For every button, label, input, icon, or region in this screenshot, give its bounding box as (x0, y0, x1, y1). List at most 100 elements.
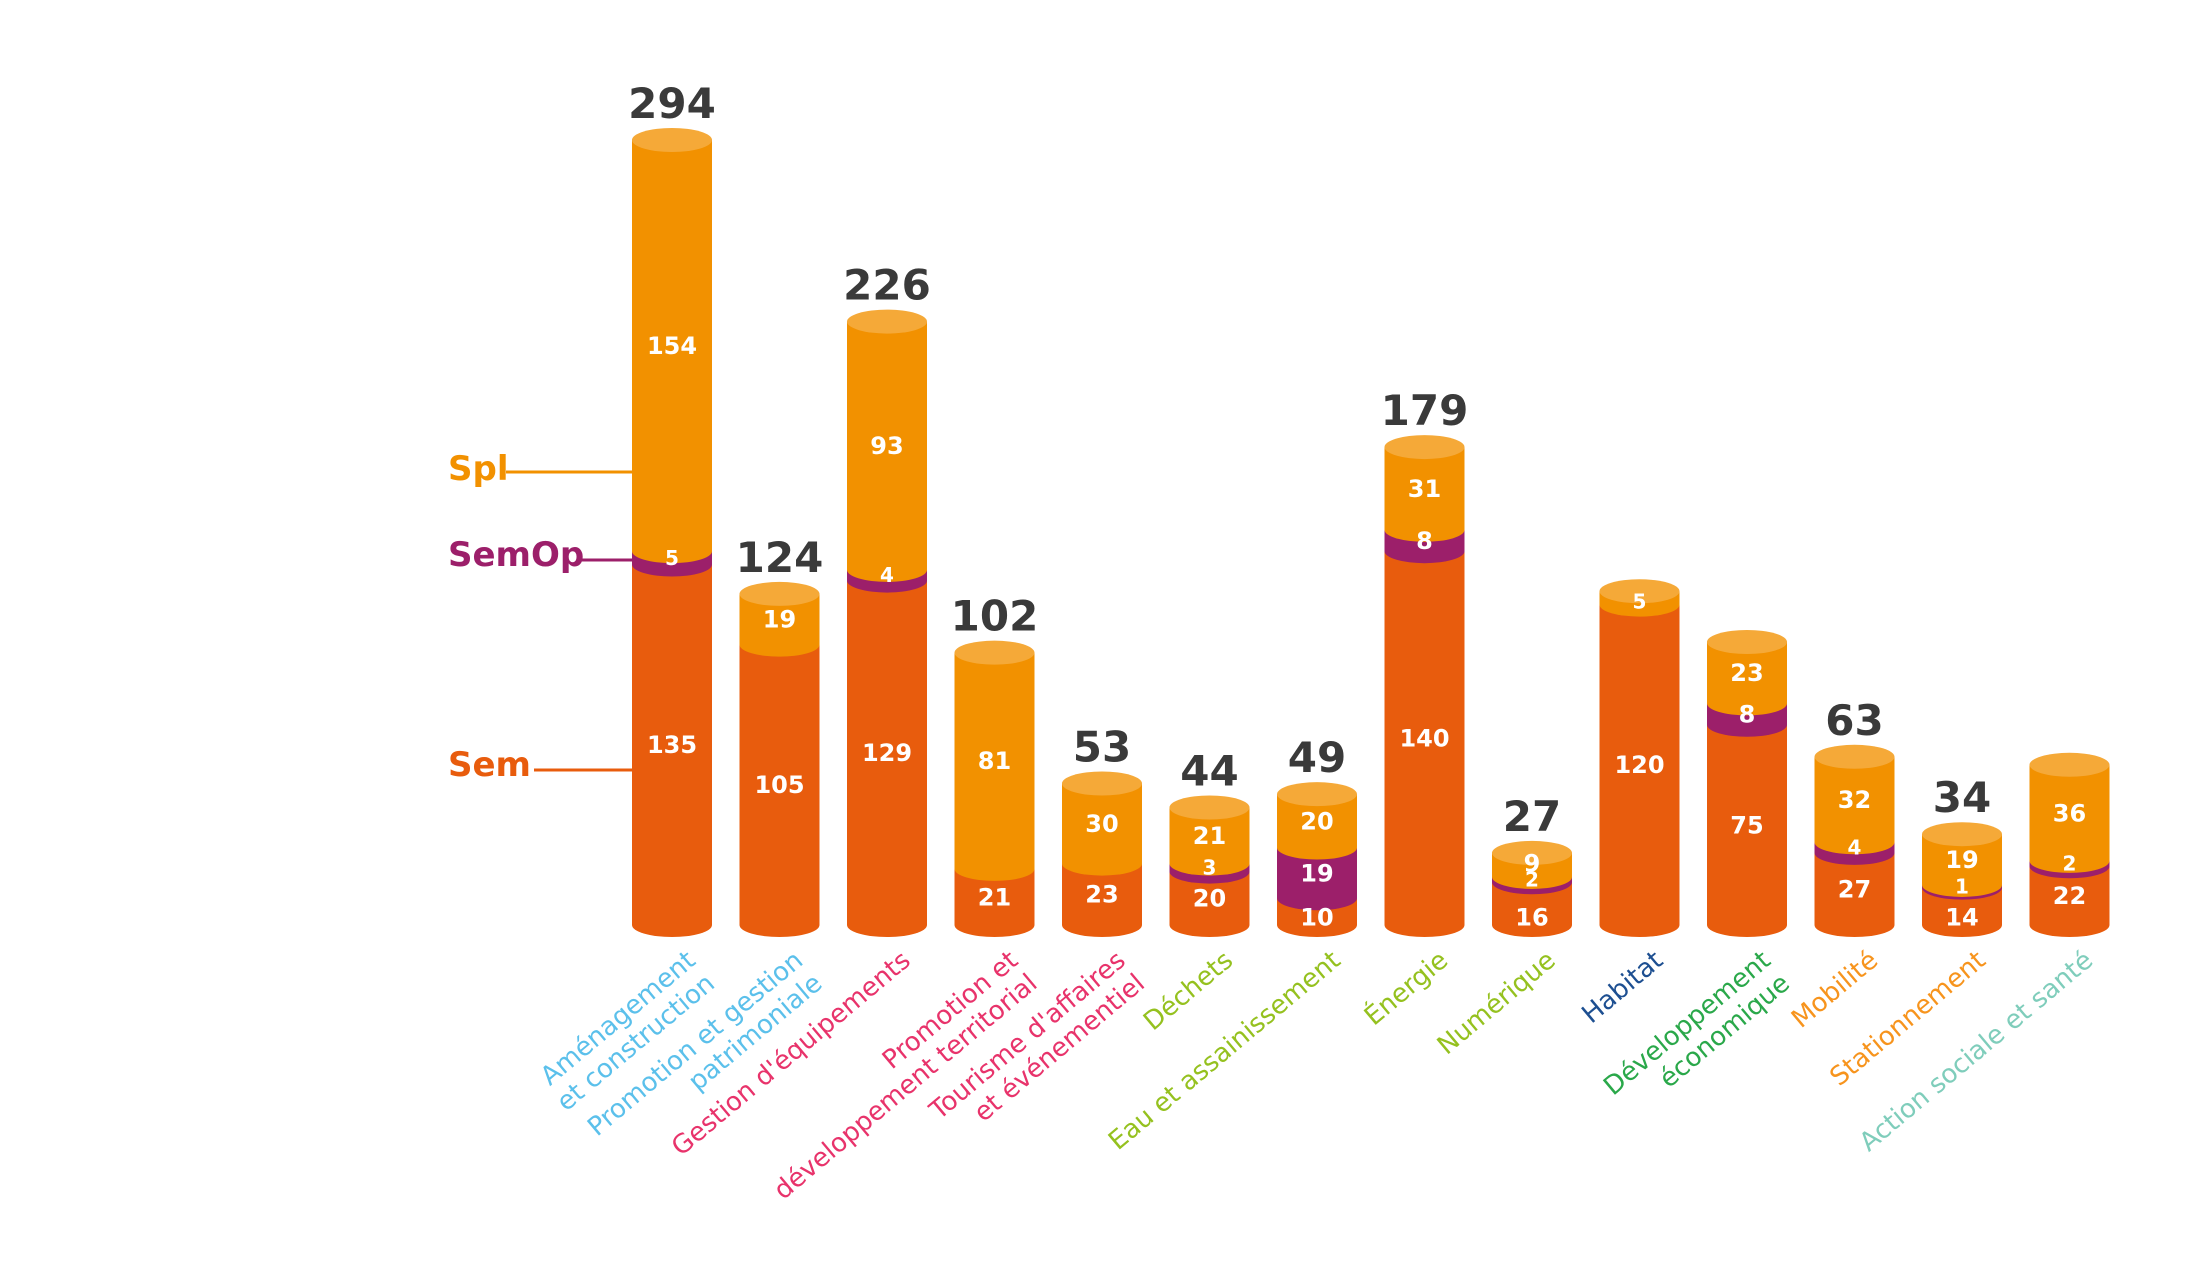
bar-segment-spl (954, 652, 1035, 881)
segment-value-label: 20 (1300, 807, 1333, 835)
bar-cap (1384, 435, 1465, 460)
bar-segment-sem (954, 868, 1035, 937)
bar-segment-sem (632, 564, 712, 937)
total-label: 49 (1288, 733, 1346, 782)
bar-cap (954, 640, 1035, 665)
category-label: Habitat (1577, 945, 1669, 1029)
segment-value-label: 23 (1730, 659, 1763, 687)
bar-segment-spl (1707, 641, 1787, 716)
category-label: Mobilité (1786, 945, 1884, 1034)
bar-segment-sem (847, 580, 927, 937)
total-label: 294 (628, 79, 716, 128)
segment-value-label: 21 (978, 883, 1011, 911)
segment-value-label: 14 (1945, 903, 1978, 931)
segment-value-label: 31 (1408, 475, 1441, 503)
bar-cap (847, 309, 927, 334)
bar-segment-spl (1169, 807, 1250, 876)
segment-value-label: 19 (1300, 859, 1333, 887)
segment-value-label: 2 (2063, 852, 2077, 876)
segment-value-label: 21 (1193, 822, 1226, 850)
segment-value-label: 140 (1399, 725, 1449, 753)
bar-cap (2029, 752, 2110, 777)
bar-cap (1492, 840, 1572, 865)
bar-cap (1599, 579, 1680, 604)
bar-cap (1922, 822, 2002, 847)
bar-segment-spl (1277, 794, 1357, 860)
segment-value-label: 120 (1614, 751, 1664, 779)
legend-label: Spl (448, 449, 508, 489)
segment-value-label: 19 (763, 606, 796, 634)
bar-segment-spl (739, 593, 820, 657)
bar-segment-spl (1384, 447, 1465, 542)
bar-segment-spl (1062, 783, 1142, 876)
segment-value-label: 1 (1955, 874, 1969, 898)
segment-value-label: 27 (1838, 875, 1871, 903)
bar-cap (1277, 782, 1357, 807)
bar-segment-sem (1384, 551, 1465, 937)
segment-value-label: 20 (1193, 885, 1226, 913)
bar-segment-sem (1062, 863, 1142, 937)
total-label: 27 (1503, 792, 1561, 841)
legend-label: Sem (448, 745, 531, 785)
bar-cap (1062, 771, 1142, 796)
bar-cap (1814, 744, 1895, 769)
bar-group: 120 5 Habitat (1577, 579, 1680, 1030)
segment-value-label: 5 (1633, 589, 1647, 613)
category-label: Énergie (1358, 944, 1454, 1032)
segment-value-label: 81 (978, 747, 1011, 775)
bar-group: 27 4 32 63 Mobilité (1786, 696, 1895, 1034)
bar-cap (632, 128, 712, 153)
total-label: 102 (951, 592, 1039, 641)
segment-value-label: 2 (1525, 868, 1539, 892)
segment-value-label: 129 (862, 739, 912, 767)
legend-item-spl: Spl (448, 449, 632, 489)
segment-value-label: 10 (1300, 903, 1333, 931)
segment-value-label: 30 (1085, 810, 1118, 838)
total-label: 226 (843, 261, 931, 310)
segment-value-label: 75 (1730, 811, 1763, 839)
segment-value-label: 19 (1945, 846, 1978, 874)
total-label: 34 (1933, 773, 1991, 822)
segment-value-label: 32 (1838, 786, 1871, 814)
segment-value-label: 105 (754, 771, 804, 799)
bar-segment-spl (1922, 834, 2002, 897)
bar-group: 140 8 31 179 Énergie (1358, 386, 1469, 1032)
bar-segment-semop (1277, 847, 1357, 911)
segment-value-label: 22 (2053, 882, 2086, 910)
bar-segment-sem (1922, 887, 2002, 937)
segment-value-label: 8 (1416, 527, 1433, 555)
segment-value-label: 16 (1515, 903, 1548, 931)
bar-cap (1707, 629, 1787, 654)
segment-value-label: 23 (1085, 881, 1118, 909)
bar-segment-sem (2029, 866, 2110, 937)
segment-value-label: 93 (870, 432, 903, 460)
segment-value-label: 5 (665, 546, 679, 570)
bar-segment-spl (847, 321, 927, 582)
segment-value-label: 4 (1848, 836, 1862, 860)
bar-segment-sem (1814, 852, 1895, 937)
legend-item-semop: SemOp (448, 535, 632, 575)
segment-value-label: 9 (1524, 849, 1541, 877)
bar-cap (1169, 795, 1250, 820)
legend-label: SemOp (448, 535, 584, 575)
bar-segment-spl (2029, 764, 2110, 873)
total-label: 44 (1180, 747, 1238, 796)
bar-segment-sem (1599, 604, 1680, 937)
segment-value-label: 135 (647, 731, 697, 759)
bar-segment-sem (1492, 882, 1572, 937)
bar-segment-sem (1707, 724, 1787, 937)
total-label: 63 (1825, 696, 1883, 745)
bar-segment-sem (1169, 871, 1250, 937)
segment-value-label: 154 (647, 332, 697, 360)
bar-segment-spl (632, 140, 713, 564)
bar-segment-spl (1814, 756, 1895, 855)
total-label: 53 (1073, 722, 1131, 771)
legend-item-sem: Sem (448, 745, 632, 785)
segment-value-label: 36 (2053, 799, 2086, 827)
bar-cap (739, 581, 820, 606)
total-label: 179 (1381, 386, 1469, 435)
bar-group: 20 3 21 44 Déchets (1138, 747, 1250, 1037)
bar-segment-sem (739, 644, 820, 937)
